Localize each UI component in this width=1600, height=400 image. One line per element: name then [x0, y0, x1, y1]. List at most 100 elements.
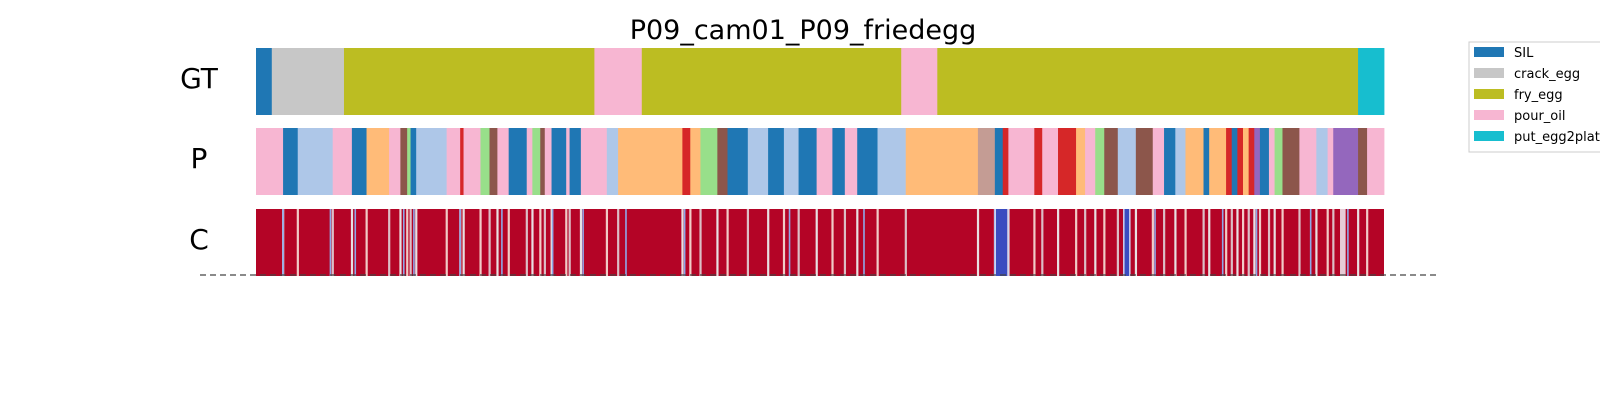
confidence-stripe	[1163, 209, 1166, 276]
pred-segment-c3	[618, 128, 683, 195]
pred-segment-SIL	[994, 128, 1004, 195]
confidence-stripe	[445, 209, 448, 276]
gt-segment-fry_egg	[937, 48, 1359, 115]
confidence-stripe	[531, 209, 534, 276]
confidence-stripe	[726, 209, 729, 276]
pred-segment-pour_oil	[446, 128, 461, 195]
pred-segment-pour_oil	[526, 128, 533, 195]
pred-segment-c4	[717, 128, 728, 195]
confidence-stripe	[415, 209, 418, 276]
confidence-stripe-low	[551, 209, 554, 276]
pred-segment-pour_oil	[497, 128, 510, 195]
confidence-stripe	[1332, 209, 1335, 276]
confidence-dip-edge	[1129, 209, 1131, 276]
confidence-stripe	[856, 209, 859, 276]
chart-title: P09_cam01_P09_friedegg	[630, 15, 977, 46]
confidence-stripe	[831, 209, 834, 276]
pred-segment-c5	[1058, 128, 1077, 195]
pred-segment-c4	[1135, 128, 1154, 195]
legend-swatch-pour_oil	[1474, 110, 1504, 120]
confidence-stripe	[1281, 209, 1284, 276]
pred-segment-c5	[1237, 128, 1244, 195]
confidence-stripe	[507, 209, 510, 276]
confidence-stripe	[1247, 209, 1250, 276]
pred-segment-c7	[977, 128, 996, 195]
pred-segment-c4	[540, 128, 546, 195]
confidence-stripe	[1084, 209, 1087, 276]
pred-segment-SIL	[798, 128, 818, 195]
gt-segment-put_egg2plate	[1358, 48, 1385, 115]
confidence-dip-edge	[1123, 209, 1125, 276]
confidence-stripe	[782, 209, 786, 276]
confidence-dip	[1340, 209, 1346, 276]
pred-segment-c2	[1175, 128, 1186, 195]
gt-segment-crack_egg	[271, 48, 345, 115]
pred-segment-pour_oil	[389, 128, 401, 195]
pred-segment-c6	[532, 128, 541, 195]
gt-segment-pour_oil	[594, 48, 643, 115]
pred-segment-pour_oil	[1327, 128, 1334, 195]
confidence-stripe	[399, 209, 402, 276]
row-label-c: C	[189, 223, 209, 256]
confidence-stripe	[1057, 209, 1060, 276]
pred-segment-c6	[480, 128, 490, 195]
confidence-stripe	[1103, 209, 1106, 276]
pred-segment-SIL	[768, 128, 785, 195]
confidence-stripe	[689, 209, 692, 276]
confidence-bar	[256, 209, 1384, 276]
pred-segment-c4	[1282, 128, 1300, 195]
gt-bar	[256, 48, 1385, 115]
confidence-stripe-low	[501, 209, 503, 276]
confidence-stripe-low	[1221, 209, 1224, 276]
confidence-stripe	[579, 209, 583, 276]
confidence-stripe	[1326, 209, 1329, 276]
confidence-stripe	[843, 209, 847, 276]
confidence-stripe	[976, 209, 980, 276]
confidence-stripe-low	[1309, 209, 1312, 276]
pred-segment-pour_oil	[1008, 128, 1035, 195]
confidence-stripe-low	[582, 209, 584, 276]
confidence-stripe	[409, 209, 412, 276]
pred-segment-c3	[1209, 128, 1227, 195]
legend-swatch-SIL	[1474, 47, 1504, 57]
pred-segment-pour_oil	[816, 128, 833, 195]
pred-segment-SIL	[1164, 128, 1176, 195]
confidence-stripe-low	[683, 209, 686, 276]
pred-segment-SIL	[569, 128, 582, 195]
confidence-stripe	[1236, 209, 1239, 276]
pred-segment-c3	[1185, 128, 1204, 195]
pred-bar	[256, 128, 1385, 195]
confidence-stripe	[1298, 209, 1301, 276]
pred-segment-c6	[1095, 128, 1105, 195]
confidence-stripe	[904, 209, 907, 276]
confidence-stripe	[525, 209, 528, 276]
pred-segment-c5	[682, 128, 691, 195]
confidence-stripe	[767, 209, 770, 276]
pred-segment-SIL	[727, 128, 749, 195]
confidence-stripe	[568, 209, 571, 276]
pred-segment-c6	[700, 128, 718, 195]
pred-segment-c6	[407, 128, 411, 195]
confidence-stripe	[1267, 209, 1271, 276]
confidence-stripe-low	[459, 209, 461, 276]
pred-segment-c4	[400, 128, 408, 195]
pred-segment-pour_oil	[1299, 128, 1317, 195]
confidence-stripe	[1041, 209, 1044, 276]
confidence-stripe	[1134, 209, 1138, 276]
legend-swatch-put_egg2plate	[1474, 131, 1504, 141]
legend-label-fry_egg: fry_egg	[1514, 88, 1563, 103]
pred-segment-c3	[905, 128, 979, 195]
pred-segment-pour_oil	[544, 128, 552, 195]
confidence-base	[256, 209, 1384, 276]
confidence-stripe	[1230, 209, 1233, 276]
pred-segment-pour_oil	[580, 128, 608, 195]
confidence-stripe	[406, 209, 409, 276]
pred-segment-pour_oil	[1367, 128, 1385, 195]
confidence-stripe	[479, 209, 482, 276]
gt-segment-pour_oil	[901, 48, 938, 115]
pred-segment-pour_oil	[844, 128, 858, 195]
confidence-stripe	[1225, 209, 1228, 276]
pred-segment-c2	[747, 128, 769, 195]
confidence-stripe	[1242, 209, 1245, 276]
